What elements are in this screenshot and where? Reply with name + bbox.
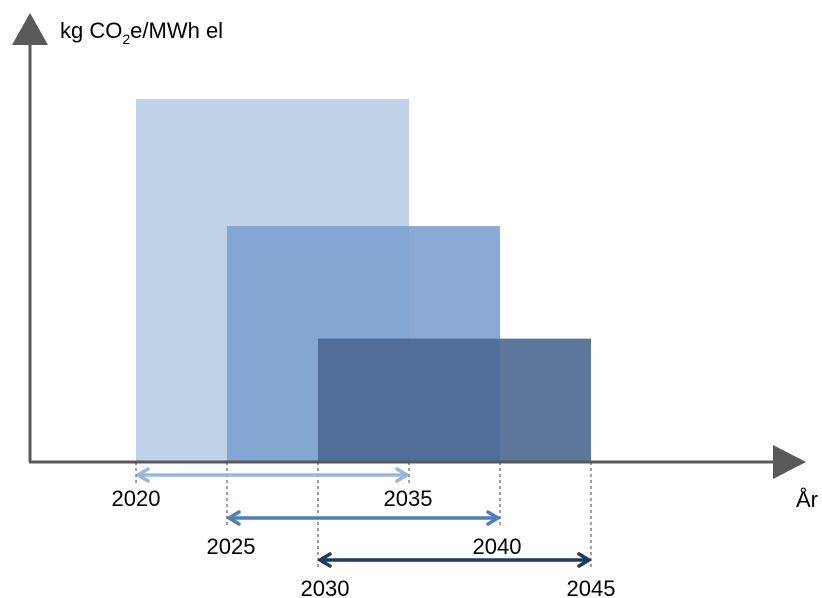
- arrowhead-right-2035: [395, 467, 409, 483]
- x-axis-label: År: [796, 487, 818, 512]
- year-label-2045: 2045: [567, 576, 616, 598]
- y-axis-label-subscript: 2: [122, 31, 130, 47]
- year-label-2025: 2025: [207, 534, 256, 559]
- year-label-2020: 2020: [112, 486, 161, 511]
- arrows-group: [136, 467, 591, 568]
- year-label-2035: 2035: [384, 486, 433, 511]
- guides-group: [135, 462, 592, 568]
- arrowhead-left-2020: [136, 467, 150, 483]
- y-axis-label: kg CO2e/MWh el: [60, 18, 223, 47]
- x-axis-arrowhead: [773, 445, 806, 479]
- arrowhead-left-2030: [318, 552, 332, 568]
- year-label-2030: 2030: [301, 576, 350, 598]
- period-bar-2030-2045: [318, 338, 591, 462]
- bars-group: [136, 99, 591, 462]
- year-label-2040: 2040: [473, 534, 522, 559]
- y-axis-label-suffix: e/MWh el: [130, 18, 223, 43]
- year-labels-group: 2020 2035 2025 2040 2030 2045: [112, 486, 616, 598]
- arrowhead-left-2025: [227, 510, 241, 526]
- y-axis-label-prefix: kg CO: [60, 18, 122, 43]
- y-axis-arrowhead: [12, 13, 48, 45]
- arrowhead-right-2040: [486, 510, 500, 526]
- arrowhead-right-2045: [577, 552, 591, 568]
